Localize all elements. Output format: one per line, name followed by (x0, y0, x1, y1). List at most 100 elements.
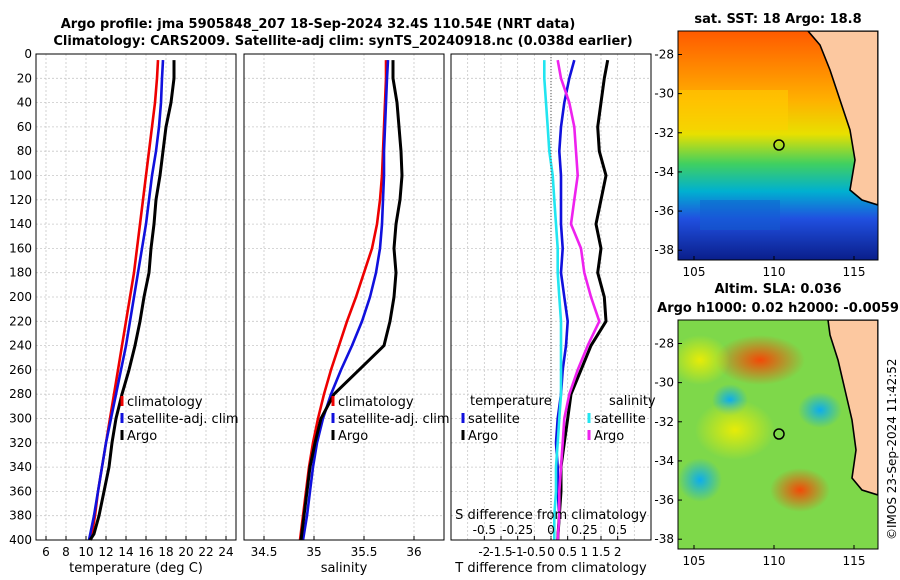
y-tick-label: 160 (9, 241, 32, 255)
y-tick-label: 120 (9, 193, 32, 207)
y-tick-label: 200 (9, 290, 32, 304)
legend-label: satellite (594, 412, 646, 427)
map-y-tick-label: -38 (654, 532, 674, 546)
legend-label: satellite (468, 412, 520, 427)
sla-map-subtitle: Argo h1000: 0.02 h2000: -0.0059 (657, 301, 899, 316)
y-tick-label: 80 (17, 144, 32, 158)
y-tick-label: 280 (9, 387, 32, 401)
x-tick-label: 22 (198, 545, 213, 559)
temperature-panel: 6 8 10 12 14 16 18 20 22 24 temperature (deg C) 0 20… (9, 47, 239, 576)
map-x-tick-label: 110 (763, 265, 786, 279)
x-tick-label: 14 (118, 545, 133, 559)
x-tick-label: 16 (138, 545, 153, 559)
x-tick-label: 0.5 (558, 545, 577, 559)
x-axis-label: salinity (321, 561, 368, 576)
y-tick-label: 260 (9, 363, 32, 377)
x-tick-label: -0.5 (523, 545, 546, 559)
map-y-tick-label: -38 (654, 243, 674, 257)
y-tick-label: 0 (24, 47, 32, 61)
map-y-tick-label: -36 (654, 493, 674, 507)
y-tick-label: 180 (9, 266, 32, 280)
x-tick-label: 20 (178, 545, 193, 559)
sla-cold-eddy (798, 392, 842, 428)
x-tick-label: 34.5 (251, 545, 278, 559)
y-tick-label: 60 (17, 120, 32, 134)
sla-cold-eddy (678, 458, 722, 502)
sst-map-title: sat. SST: 18 Argo: 18.8 (694, 12, 861, 27)
map-x-tick-label: 105 (683, 265, 706, 279)
sla-land (827, 320, 878, 496)
map-y-tick-label: -32 (654, 126, 674, 140)
legend-label: Argo (468, 429, 498, 444)
legend-label: satellite-adj. clim (127, 412, 239, 427)
y-tick-label: 340 (9, 460, 32, 474)
series-line-satellite-adj-clim (87, 60, 165, 541)
legend-label: Argo (127, 429, 157, 444)
x-tick-label: 18 (158, 545, 173, 559)
sla-map: Altim. SLA: 0.036 Argo h1000: 0.02 h2000… (654, 282, 898, 568)
map-y-tick-label: -34 (654, 454, 674, 468)
sst-warm-patch (678, 90, 788, 130)
legend-title-salinity: salinity (609, 394, 656, 409)
y-tick-label: 20 (17, 71, 32, 85)
sla-warm-eddy (715, 335, 805, 385)
y-tick-label: 300 (9, 412, 32, 426)
x-tick-label: 6 (42, 545, 50, 559)
y-tick-label: 100 (9, 169, 32, 183)
sst-map-frame (677, 30, 879, 261)
s-tick-label: -0.25 (502, 523, 533, 537)
sla-high (678, 335, 730, 385)
map-y-tick-label: -28 (654, 47, 674, 61)
y-tick-label: 320 (9, 436, 32, 450)
x-axis-label: temperature (deg C) (69, 561, 203, 576)
y-tick-label: 240 (9, 339, 32, 353)
sst-cool-patch (700, 200, 780, 230)
map-y-tick-label: -30 (654, 87, 674, 101)
map-x-tick-label: 115 (843, 554, 866, 568)
x-tick-label: 0 (547, 545, 555, 559)
sla-high (695, 400, 775, 460)
axes-frame (35, 53, 237, 541)
axes-frame (243, 53, 445, 541)
sla-argo-marker (773, 428, 785, 440)
y-tick-label: 220 (9, 314, 32, 328)
s-difference-label: S difference from climatology (455, 508, 647, 523)
figure-title-line2: Climatology: CARS2009. Satellite-adj cli… (53, 34, 632, 49)
x-tick-label: 2 (614, 545, 622, 559)
map-y-tick-label: -36 (654, 204, 674, 218)
legend-title-temperature: temperature (470, 394, 552, 409)
x-tick-label: 10 (78, 545, 93, 559)
y-tick-label: 380 (9, 509, 32, 523)
legend-label: Argo (338, 429, 368, 444)
series-line-argo (88, 60, 176, 541)
series-line-s-satellite (542, 60, 563, 540)
y-tick-label: 140 (9, 217, 32, 231)
series-line-satellite-adj-clim (301, 60, 390, 541)
x-tick-label: 1.5 (591, 545, 610, 559)
sst-land (806, 31, 878, 206)
legend-label: climatology (127, 395, 203, 410)
legend-label: satellite-adj. clim (338, 412, 450, 427)
x-tick-label: 8 (62, 545, 70, 559)
x-tick-label: 35.5 (351, 545, 378, 559)
map-y-tick-label: -30 (654, 376, 674, 390)
map-y-tick-label: -32 (654, 415, 674, 429)
map-y-tick-label: -28 (654, 336, 674, 350)
map-y-tick-label: -34 (654, 165, 674, 179)
s-tick-label: 0.25 (571, 523, 598, 537)
sst-argo-marker (773, 139, 785, 151)
x-tick-label: 24 (218, 545, 233, 559)
sla-warm-eddy (770, 468, 830, 512)
x-tick-label: 1 (581, 545, 589, 559)
sla-map-frame (677, 319, 879, 550)
s-tick-label: 0 (547, 523, 555, 537)
s-tick-label: -0.5 (473, 523, 496, 537)
s-tick-label: 0.5 (608, 523, 627, 537)
x-tick-label: 36 (406, 545, 421, 559)
legend-label: climatology (338, 395, 414, 410)
map-x-tick-label: 105 (683, 554, 706, 568)
x-tick-label: 12 (98, 545, 113, 559)
x-tick-label: 35 (306, 545, 321, 559)
map-x-tick-label: 110 (763, 554, 786, 568)
